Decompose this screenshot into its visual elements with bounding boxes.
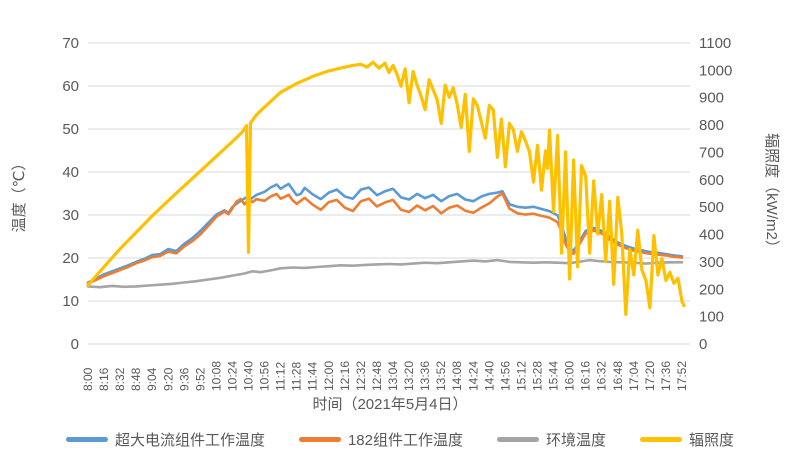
left-axis-tick-label: 40 [62,164,79,181]
right-axis-tick-label: 500 [699,199,724,216]
legend-label: 环境温度 [546,432,607,449]
x-axis-tick-label: 9:36 [177,367,191,391]
axis-tick-labels: 0102030405060700100200300400500600700800… [62,35,732,391]
gridlines [88,42,690,345]
left-axis-tick-label: 20 [62,250,79,267]
right-axis-tick-label: 1000 [699,62,732,79]
left-axis-tick-label: 60 [62,78,79,95]
right-axis-tick-label: 300 [699,254,724,271]
legend-label: 超大电流组件工作温度 [114,432,265,449]
right-axis-tick-label: 1100 [699,35,731,52]
left-axis-tick-label: 70 [62,35,79,52]
x-axis-tick-label: 9:20 [161,367,175,391]
right-axis-tick-label: 900 [699,90,724,107]
x-axis-tick-label: 14:40 [482,361,496,391]
x-axis-tick-label: 12:32 [354,361,368,391]
x-axis-tick-label: 14:24 [466,361,480,391]
x-axis-tick-label: 16:32 [595,361,609,391]
right-axis-tick-label: 100 [699,309,724,326]
right-axis-tick-label: 600 [699,172,724,189]
x-axis-tick-label: 16:48 [611,361,625,391]
x-axis-tick-label: 16:16 [579,361,593,391]
x-axis-tick-label: 13:52 [434,361,448,391]
temperature-irradiance-chart: 0 10 20 30 40 50 60 70 0 100 200 300 400 500 600 700 800… [11,35,780,413]
x-axis-tick-label: 13:04 [386,361,400,391]
chart-legend: 超大电流组件工作温度 182组件工作温度 环境温度 辐照度 [0,429,800,450]
x-axis-title: 时间（2021年5月4日） [312,396,467,413]
x-axis-tick-label: 12:48 [370,361,384,391]
legend-label: 辐照度 [689,432,735,449]
x-axis-tick-label: 8:16 [97,367,111,391]
left-axis-tick-label: 50 [62,121,79,138]
x-axis-tick-label: 10:08 [209,361,223,391]
x-axis-tick-label: 8:48 [129,367,143,391]
x-axis-tick-label: 10:56 [258,361,272,391]
x-axis-tick-label: 11:44 [306,362,320,391]
right-axis-tick-label: 400 [699,227,724,244]
legend-item-0: 超大电流组件工作温度 [65,429,265,450]
x-axis-tick-label: 13:36 [418,361,432,391]
x-axis-tick-label: 9:04 [145,367,159,391]
right-axis-tick-label: 800 [699,117,724,134]
right-axis-tick-label: 700 [699,144,724,161]
right-axis-tick-label: 200 [699,281,724,298]
x-axis-tick-label: 11:28 [290,362,304,391]
x-axis-tick-label: 17:20 [643,361,657,391]
x-axis-tick-label: 11:12 [274,362,288,391]
legend-swatch-icon [65,437,108,442]
left-axis-tick-label: 30 [62,207,79,224]
right-axis-tick-label: 0 [699,336,707,353]
x-axis-tick-label: 17:36 [659,361,673,391]
x-axis-tick-label: 13:20 [402,361,416,391]
x-axis-tick-label: 12:00 [322,361,336,391]
x-axis-tick-label: 16:00 [563,361,577,391]
legend-swatch-icon [298,437,341,442]
legend-item-1: 182组件工作温度 [298,429,463,450]
x-axis-tick-label: 10:24 [225,361,239,391]
left-axis-tick-label: 10 [62,293,79,310]
left-axis-tick-label: 0 [71,336,79,353]
legend-item-3: 辐照度 [640,429,734,450]
legend-label: 182组件工作温度 [347,432,463,449]
chart-svg: 0102030405060700100200300400500600700800… [11,35,780,413]
series-line-2 [86,258,684,289]
x-axis-tick-label: 10:40 [242,361,256,391]
x-axis-tick-label: 15:44 [547,361,561,391]
series-line-3 [86,60,686,316]
x-axis-tick-label: 14:56 [498,361,512,391]
x-axis-tick-label: 15:12 [514,361,528,391]
series-lines [86,60,686,316]
x-axis-tick-label: 8:32 [113,367,127,391]
legend-swatch-icon [640,437,683,442]
x-axis-tick-label: 8:00 [81,367,95,391]
right-axis-title: 辐照度（kW/m2） [763,133,780,255]
x-axis-tick-label: 17:52 [675,361,689,391]
x-axis-tick-label: 14:08 [450,361,464,391]
x-axis-tick-label: 12:16 [338,361,352,391]
legend-item-2: 环境温度 [497,429,606,450]
x-axis-tick-label: 9:52 [193,367,207,391]
x-axis-tick-label: 17:04 [627,361,641,391]
left-axis-title: 温度（℃） [11,156,28,233]
legend-swatch-icon [497,437,539,442]
x-axis-tick-label: 15:28 [530,361,544,391]
